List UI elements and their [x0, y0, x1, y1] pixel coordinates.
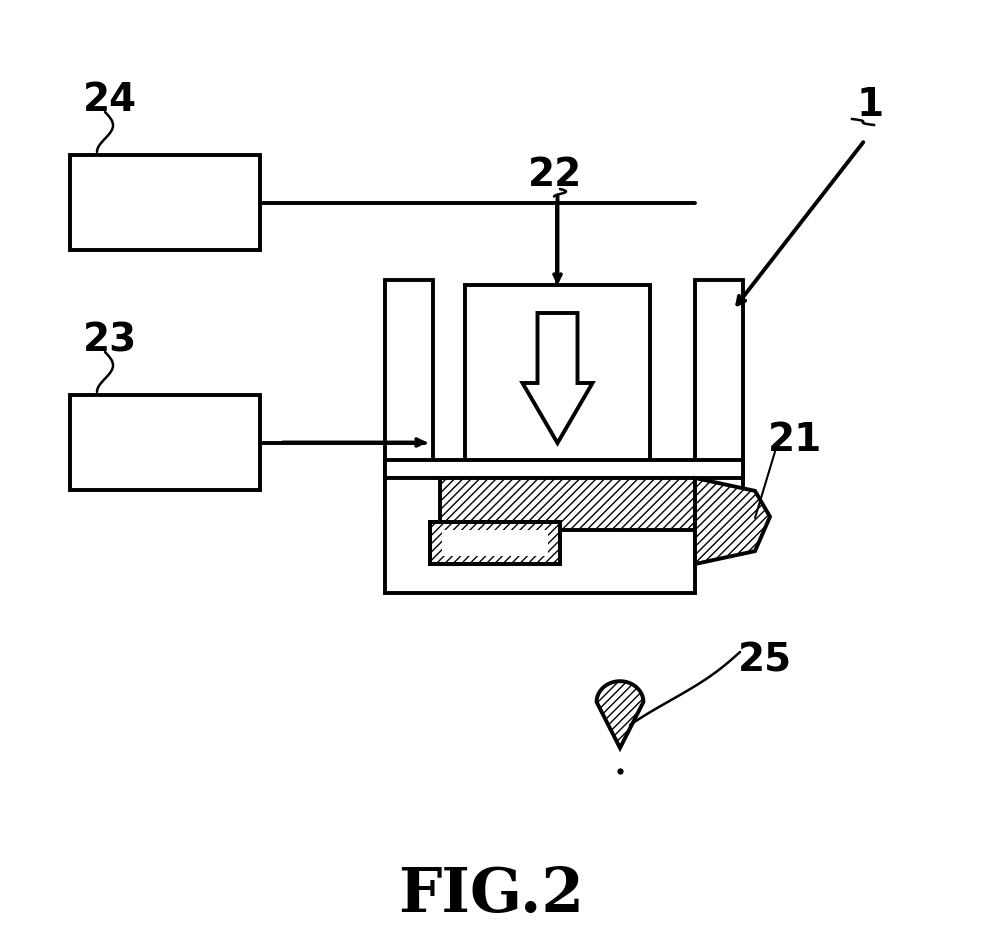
Bar	[430, 522, 560, 564]
Bar	[442, 530, 548, 556]
Text: 22: 22	[528, 156, 582, 194]
Text: 24: 24	[82, 81, 137, 119]
Text: 21: 21	[768, 421, 822, 459]
Bar	[430, 522, 560, 564]
Bar	[385, 460, 743, 478]
Bar	[465, 285, 650, 465]
Text: 25: 25	[737, 641, 792, 679]
Text: 23: 23	[82, 321, 137, 359]
Bar	[70, 395, 260, 490]
Bar	[70, 155, 260, 250]
Text: FIG.2: FIG.2	[398, 865, 584, 925]
Bar	[385, 280, 433, 515]
Polygon shape	[597, 681, 643, 748]
Bar	[385, 478, 695, 593]
Polygon shape	[522, 313, 592, 443]
Polygon shape	[695, 478, 770, 564]
Bar	[440, 478, 695, 530]
Bar	[695, 280, 743, 515]
Text: 1: 1	[856, 86, 884, 124]
